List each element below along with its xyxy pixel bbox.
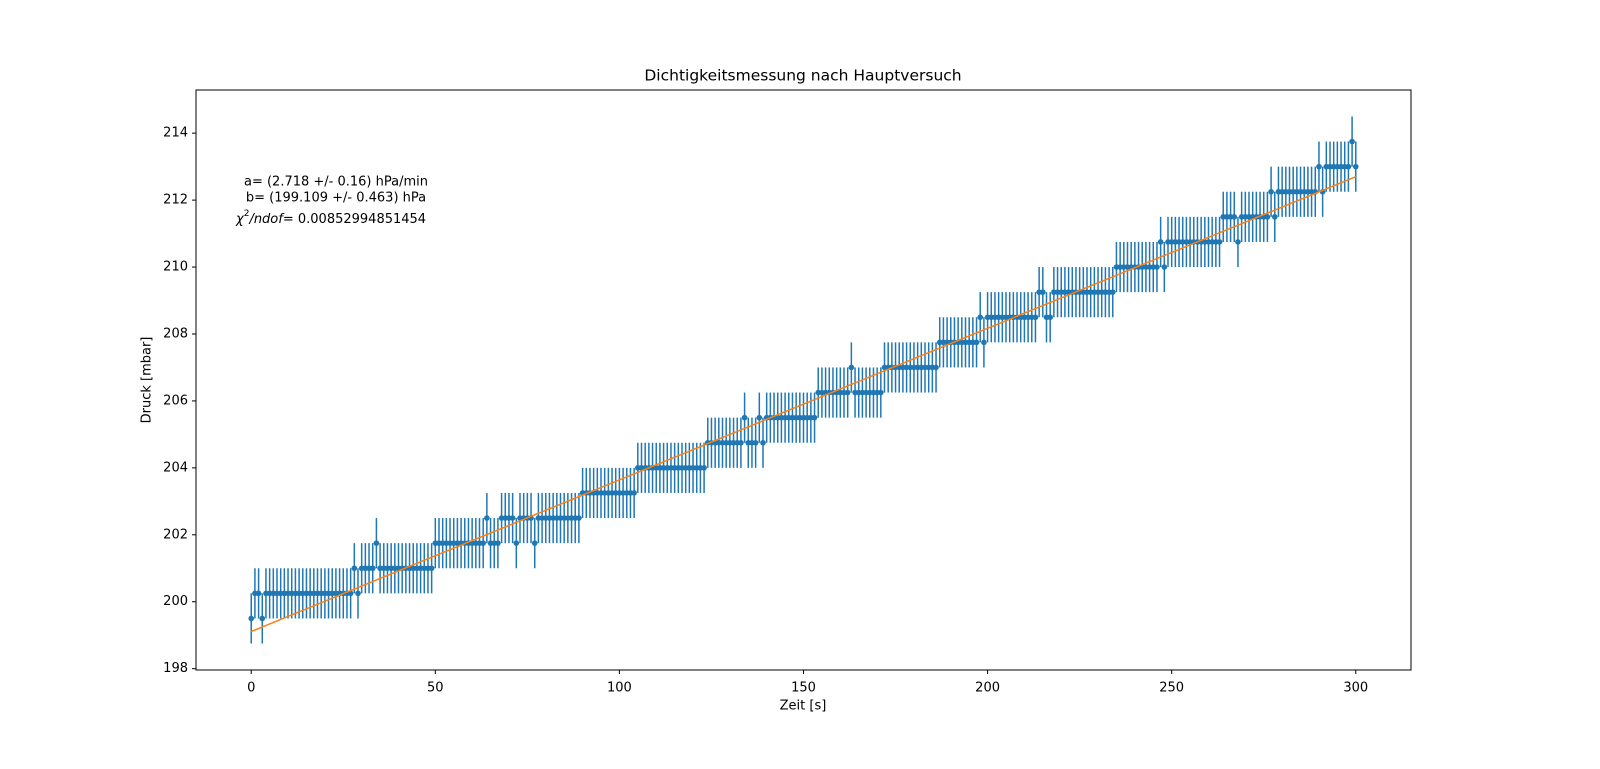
data-point: [255, 590, 262, 597]
data-point: [1316, 163, 1322, 170]
x-tick-label: 100: [607, 681, 632, 696]
data-point: [1109, 289, 1116, 295]
data-point: [844, 389, 851, 396]
x-tick-label: 0: [247, 681, 255, 696]
data-point: [878, 389, 884, 396]
data-point: [1349, 138, 1355, 145]
x-tick-label: 150: [791, 681, 816, 696]
data-point: [1235, 239, 1241, 245]
y-tick-label: 202: [163, 527, 188, 542]
data-point: [756, 414, 763, 421]
data-point: [1047, 314, 1053, 321]
annotation: a= (2.718 +/- 0.16) hPa/min: [244, 175, 428, 190]
y-tick-label: 212: [163, 193, 188, 208]
data-point: [1216, 239, 1223, 245]
data-point: [1154, 264, 1160, 270]
x-tick-label: 300: [1343, 681, 1368, 696]
data-point: [1040, 289, 1046, 295]
y-tick-label: 206: [163, 393, 188, 408]
y-tick-label: 214: [163, 126, 188, 141]
data-point: [1264, 214, 1271, 220]
x-axis-label: Zeit [s]: [780, 699, 827, 714]
data-point: [811, 414, 818, 421]
data-point: [248, 615, 255, 622]
data-point: [631, 490, 637, 496]
data-point: [509, 515, 516, 521]
data-point: [981, 339, 987, 346]
data-point: [480, 540, 486, 546]
data-point: [351, 565, 358, 572]
data-point: [428, 565, 435, 572]
x-tick-label: 50: [427, 681, 444, 696]
data-point: [373, 540, 380, 546]
data-point: [848, 364, 855, 371]
data-point: [1268, 188, 1274, 195]
plot-frame: [195, 89, 1412, 671]
data-point: [977, 314, 984, 321]
data-point: [1032, 314, 1039, 321]
data-point: [1157, 239, 1164, 245]
data-point: [933, 364, 939, 371]
annotation: b= (199.109 +/- 0.463) hPa: [246, 191, 426, 206]
data-point: [973, 339, 980, 346]
data-point: [513, 540, 520, 546]
y-tick-label: 210: [163, 260, 188, 275]
data-point: [701, 465, 707, 471]
data-point: [752, 439, 759, 446]
y-tick-label: 200: [163, 594, 188, 609]
data-point: [1271, 214, 1278, 220]
fit-line: [250, 175, 1357, 633]
annotation-value: = 0.00852994851454: [283, 212, 426, 227]
chart-title: Dichtigkeitsmessung nach Hauptversuch: [644, 67, 961, 85]
data-point: [369, 565, 376, 572]
data-point: [484, 515, 490, 521]
data-point: [1345, 163, 1352, 170]
x-tick-label: 250: [1159, 681, 1184, 696]
data-point: [738, 439, 744, 446]
y-tick-label: 198: [163, 661, 188, 676]
x-tick-label: 200: [975, 681, 1000, 696]
y-tick-label: 208: [163, 326, 188, 341]
data-point: [760, 439, 766, 446]
data-point: [741, 414, 748, 421]
annotation-denominator: /ndof: [248, 212, 285, 227]
y-tick-label: 204: [163, 460, 188, 475]
annotation: χ2/ndof= 0.00852994851454: [235, 209, 426, 227]
data-point: [495, 540, 501, 546]
annotation-power: 2: [244, 209, 250, 219]
data-point: [576, 515, 582, 521]
data-point: [355, 590, 361, 597]
data-point: [1161, 264, 1168, 270]
annotation-symbol: χ: [235, 212, 245, 227]
data-point: [1352, 163, 1359, 170]
data-point: [1231, 214, 1238, 220]
y-axis-label: Druck [mbar]: [140, 337, 155, 424]
data-point: [531, 540, 538, 546]
data-point: [259, 615, 266, 622]
